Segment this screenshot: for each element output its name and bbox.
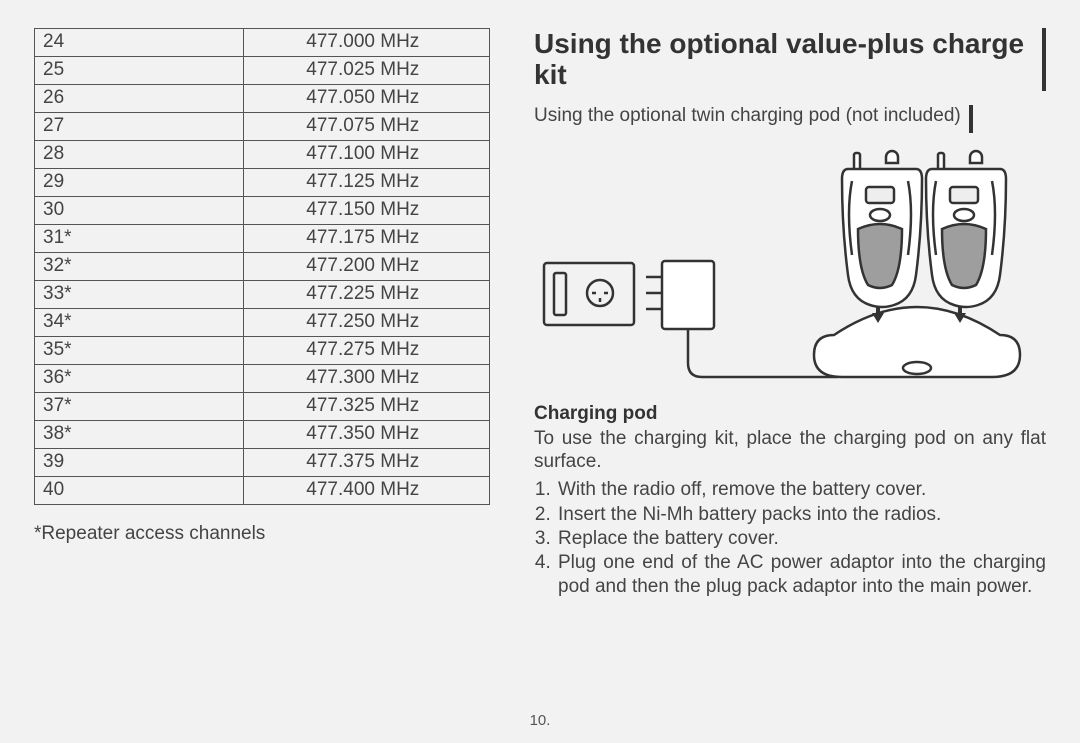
charging-diagram <box>534 143 1046 393</box>
channel-cell: 39 <box>35 449 244 477</box>
frequency-cell: 477.025 MHz <box>244 57 490 85</box>
table-row: 27477.075 MHz <box>35 113 490 141</box>
channel-cell: 36* <box>35 365 244 393</box>
channel-cell: 34* <box>35 309 244 337</box>
channel-cell: 32* <box>35 253 244 281</box>
channel-cell: 40 <box>35 477 244 505</box>
right-column: Using the optional value-plus charge kit… <box>534 28 1046 725</box>
table-row: 40477.400 MHz <box>35 477 490 505</box>
table-row: 36*477.300 MHz <box>35 365 490 393</box>
charging-pod-heading: Charging pod <box>534 403 1046 425</box>
channel-cell: 29 <box>35 169 244 197</box>
table-row: 35*477.275 MHz <box>35 337 490 365</box>
frequency-cell: 477.175 MHz <box>244 225 490 253</box>
channel-cell: 26 <box>35 85 244 113</box>
list-item: With the radio off, remove the battery c… <box>556 478 1046 502</box>
radio-right-icon <box>926 151 1006 307</box>
frequency-cell: 477.050 MHz <box>244 85 490 113</box>
frequency-cell: 477.150 MHz <box>244 197 490 225</box>
manual-page: 24477.000 MHz25477.025 MHz26477.050 MHz2… <box>0 0 1080 743</box>
list-item: Replace the battery cover. <box>556 527 1046 551</box>
table-row: 26477.050 MHz <box>35 85 490 113</box>
frequency-cell: 477.225 MHz <box>244 281 490 309</box>
radio-left-icon <box>842 151 922 307</box>
radios-icon <box>842 151 1006 307</box>
table-row: 39477.375 MHz <box>35 449 490 477</box>
frequency-cell: 477.200 MHz <box>244 253 490 281</box>
frequency-cell: 477.000 MHz <box>244 29 490 57</box>
section-subline: Using the optional twin charging pod (no… <box>534 105 973 133</box>
table-footnote: *Repeater access channels <box>34 523 490 545</box>
list-item: Insert the Ni-Mh battery packs into the … <box>556 503 1046 527</box>
channel-cell: 33* <box>35 281 244 309</box>
table-row: 29477.125 MHz <box>35 169 490 197</box>
charging-intro-paragraph: To use the charging kit, place the charg… <box>534 427 1046 475</box>
frequency-cell: 477.100 MHz <box>244 141 490 169</box>
list-item: Plug one end of the AC power adaptor int… <box>556 551 1046 600</box>
channel-cell: 24 <box>35 29 244 57</box>
table-row: 34*477.250 MHz <box>35 309 490 337</box>
table-row: 37*477.325 MHz <box>35 393 490 421</box>
table-row: 32*477.200 MHz <box>35 253 490 281</box>
table-row: 30477.150 MHz <box>35 197 490 225</box>
left-column: 24477.000 MHz25477.025 MHz26477.050 MHz2… <box>34 28 490 725</box>
channel-cell: 27 <box>35 113 244 141</box>
frequency-cell: 477.125 MHz <box>244 169 490 197</box>
frequency-cell: 477.325 MHz <box>244 393 490 421</box>
channel-cell: 37* <box>35 393 244 421</box>
table-row: 24477.000 MHz <box>35 29 490 57</box>
page-number: 10. <box>530 712 551 729</box>
channel-cell: 28 <box>35 141 244 169</box>
channel-cell: 31* <box>35 225 244 253</box>
channel-cell: 38* <box>35 421 244 449</box>
frequency-cell: 477.375 MHz <box>244 449 490 477</box>
frequency-cell: 477.075 MHz <box>244 113 490 141</box>
ac-adaptor-icon <box>662 261 714 363</box>
table-row: 38*477.350 MHz <box>35 421 490 449</box>
charging-steps-list: With the radio off, remove the battery c… <box>534 478 1046 600</box>
frequency-cell: 477.350 MHz <box>244 421 490 449</box>
section-heading: Using the optional value-plus charge kit <box>534 28 1046 91</box>
table-row: 31*477.175 MHz <box>35 225 490 253</box>
frequency-cell: 477.250 MHz <box>244 309 490 337</box>
adaptor-prongs-icon <box>646 277 662 309</box>
frequency-table: 24477.000 MHz25477.025 MHz26477.050 MHz2… <box>34 28 490 505</box>
table-row: 28477.100 MHz <box>35 141 490 169</box>
charging-pod-icon <box>814 307 1020 377</box>
channel-cell: 25 <box>35 57 244 85</box>
frequency-cell: 477.300 MHz <box>244 365 490 393</box>
wall-socket-icon <box>544 263 634 325</box>
channel-cell: 30 <box>35 197 244 225</box>
table-row: 33*477.225 MHz <box>35 281 490 309</box>
frequency-cell: 477.275 MHz <box>244 337 490 365</box>
channel-cell: 35* <box>35 337 244 365</box>
table-row: 25477.025 MHz <box>35 57 490 85</box>
frequency-cell: 477.400 MHz <box>244 477 490 505</box>
